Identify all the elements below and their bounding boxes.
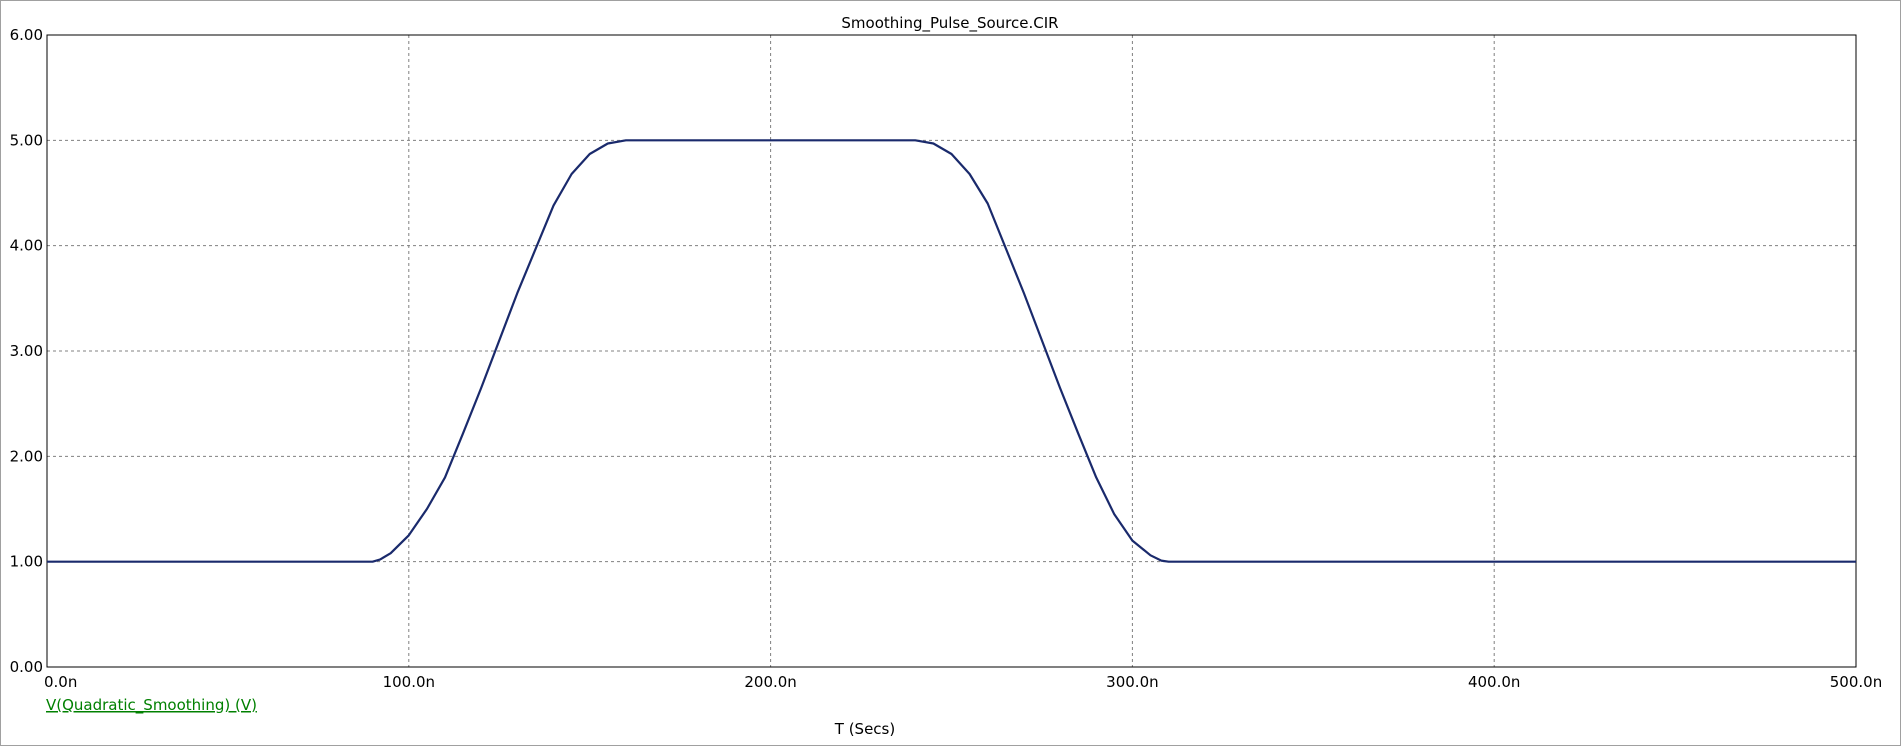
x-tick-label: 0.0n — [44, 673, 77, 691]
legend-entry[interactable]: V(Quadratic_Smoothing) (V) — [46, 696, 257, 715]
y-tick-label: 6.00 — [10, 26, 43, 44]
y-tick-label: 3.00 — [10, 342, 43, 360]
series-layer — [47, 139, 1856, 563]
y-tick-label: 0.00 — [10, 658, 43, 676]
x-tick-label: 100.0n — [383, 673, 435, 691]
plot-area — [46, 34, 1857, 668]
series-line — [47, 139, 1856, 563]
chart-title: Smoothing_Pulse_Source.CIR — [841, 14, 1058, 33]
x-tick-label: 300.0n — [1106, 673, 1158, 691]
y-tick-label: 5.00 — [10, 131, 43, 149]
y-tick-label: 4.00 — [10, 237, 43, 255]
x-tick-label: 400.0n — [1468, 673, 1520, 691]
x-axis-label: T (Secs) — [834, 720, 895, 738]
y-axis: 0.00 1.00 2.00 3.00 4.00 5.00 6.00 — [10, 26, 43, 676]
x-tick-label: 200.0n — [744, 673, 796, 691]
y-tick-label: 1.00 — [10, 553, 43, 571]
x-axis: 0.0n 100.0n 200.0n 300.0n 400.0n 500.0n — [44, 673, 1882, 691]
x-tick-label: 500.0n — [1830, 673, 1882, 691]
y-tick-label: 2.00 — [10, 447, 43, 465]
